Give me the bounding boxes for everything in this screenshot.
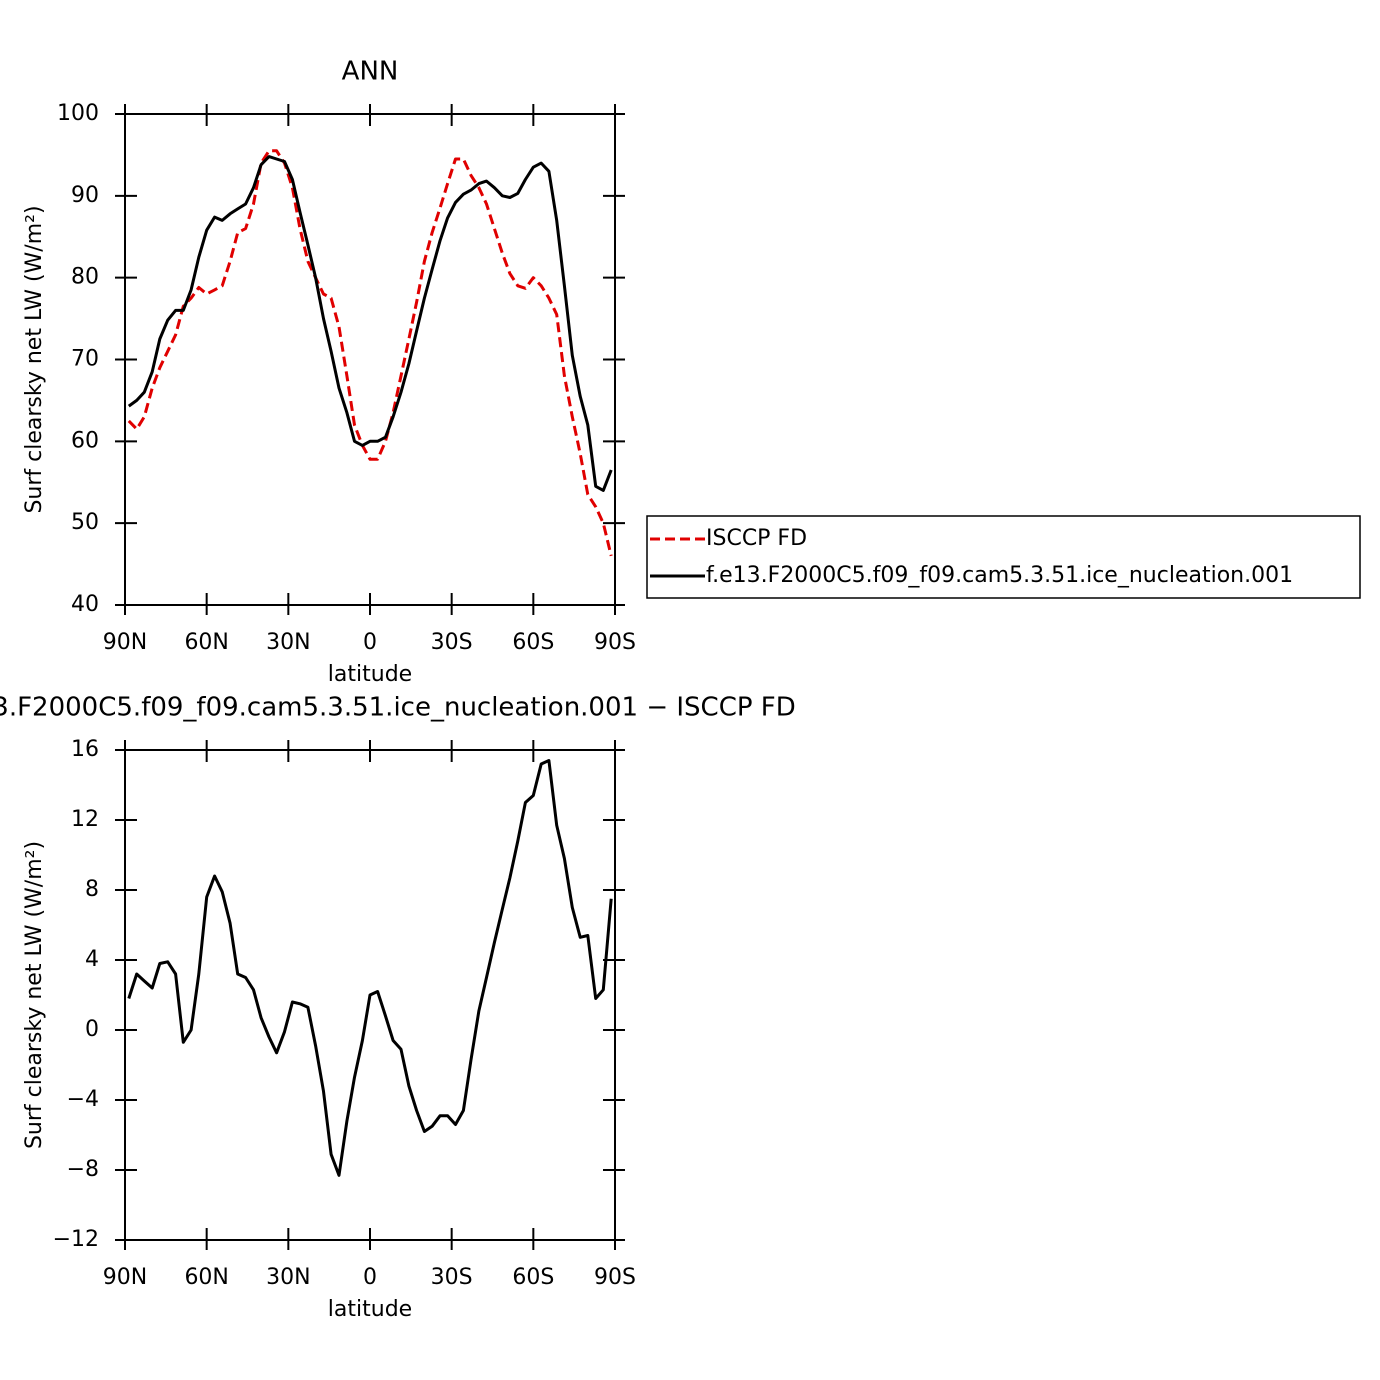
y-tick-label: −12 bbox=[53, 1227, 99, 1252]
chart-title: ANN bbox=[342, 57, 399, 87]
y-tick-label: 0 bbox=[85, 1017, 99, 1042]
plot-frame bbox=[124, 113, 616, 606]
y-tick-label: 80 bbox=[71, 265, 99, 290]
x-axis-label: latitude bbox=[328, 1297, 412, 1322]
x-axis-label: latitude bbox=[328, 662, 412, 687]
series-line bbox=[127, 155, 613, 492]
y-tick-label: 70 bbox=[71, 347, 99, 372]
x-tick-label: 30N bbox=[266, 630, 310, 655]
x-tick-label: 90N bbox=[103, 1265, 147, 1290]
y-tick-label: 40 bbox=[71, 592, 99, 617]
y-tick-label: 90 bbox=[71, 183, 99, 208]
y-tick-label: 50 bbox=[71, 510, 99, 535]
x-tick-label: 90N bbox=[103, 630, 147, 655]
x-tick-label: 60S bbox=[512, 1265, 554, 1290]
y-tick-label: −4 bbox=[67, 1087, 99, 1112]
y-tick-label: 100 bbox=[57, 101, 99, 126]
y-tick-label: 16 bbox=[71, 737, 99, 762]
legend-label: ISCCP FD bbox=[706, 526, 807, 551]
x-tick-label: 90S bbox=[594, 630, 636, 655]
x-tick-label: 60N bbox=[184, 1265, 228, 1290]
plot-frame bbox=[124, 749, 616, 1241]
y-axis-label: Surf clearsky net LW (W/m²) bbox=[22, 841, 47, 1149]
x-tick-label: 30S bbox=[431, 630, 473, 655]
x-tick-label: 0 bbox=[363, 630, 377, 655]
x-tick-label: 60N bbox=[184, 630, 228, 655]
x-tick-label: 0 bbox=[363, 1265, 377, 1290]
y-tick-label: 60 bbox=[71, 428, 99, 453]
y-axis-label: Surf clearsky net LW (W/m²) bbox=[22, 205, 47, 513]
y-tick-label: 4 bbox=[85, 947, 99, 972]
series-line bbox=[127, 759, 613, 1177]
y-tick-label: −8 bbox=[67, 1157, 99, 1182]
legend-label: f.e13.F2000C5.f09_f09.cam5.3.51.ice_nucl… bbox=[706, 563, 1293, 588]
x-tick-label: 30S bbox=[431, 1265, 473, 1290]
x-tick-label: 30N bbox=[266, 1265, 310, 1290]
y-tick-label: 12 bbox=[71, 807, 99, 832]
legend-box bbox=[646, 515, 1361, 599]
chart-title: f.e13.F2000C5.f09_f09.cam5.3.51.ice_nucl… bbox=[0, 693, 796, 723]
y-tick-label: 8 bbox=[85, 877, 99, 902]
x-tick-label: 60S bbox=[512, 630, 554, 655]
series-line bbox=[127, 149, 613, 557]
x-tick-label: 90S bbox=[594, 1265, 636, 1290]
